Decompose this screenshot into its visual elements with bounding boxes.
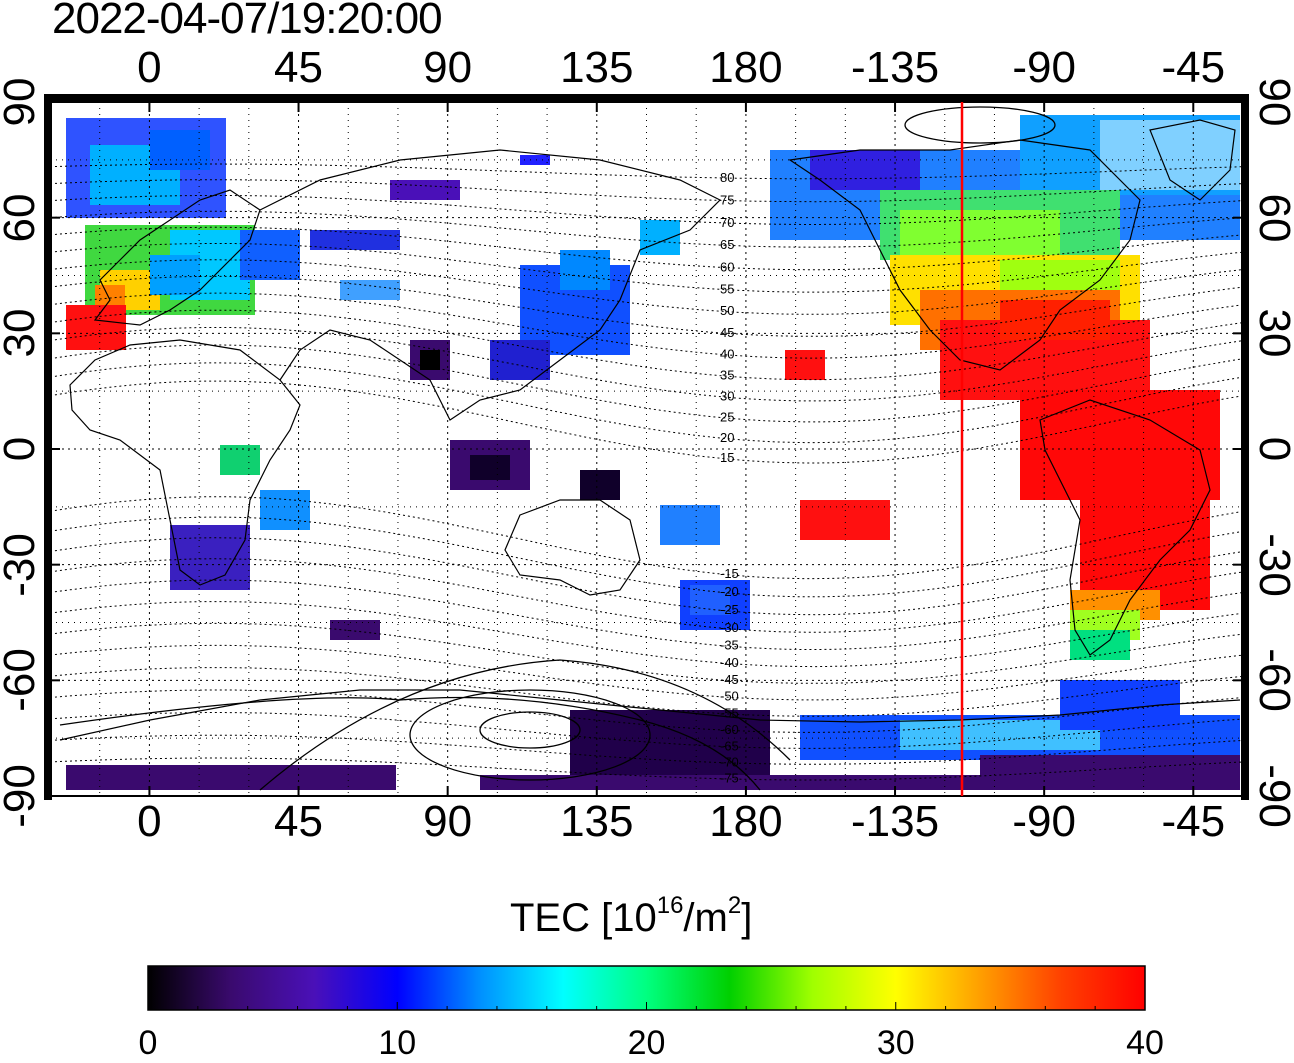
top-lon-tick-label: 180: [709, 43, 783, 92]
magnetic-latitude-label: -45: [720, 672, 739, 687]
magnetic-latitude-label: 50: [720, 303, 734, 318]
magnetic-latitude-label: -15: [720, 566, 739, 581]
right-lat-tick-label: -90: [1250, 764, 1294, 828]
colorbar-tick-label: 10: [378, 1024, 417, 1062]
magnetic-latitude-label: -60: [720, 722, 739, 737]
colorbar-tick-label: 40: [1126, 1024, 1164, 1062]
magnetic-latitude-label: -55: [720, 705, 739, 720]
magnetic-latitude-label: 45: [720, 325, 734, 340]
left-lat-tick-label: -60: [0, 648, 44, 713]
colorbar-tick-label: 20: [627, 1024, 666, 1062]
top-lon-tick-label: -135: [850, 43, 940, 92]
magnetic-latitude-label: 70: [720, 215, 734, 230]
magnetic-latitude-line: [50, 689, 1243, 733]
magnetic-latitude-label: 30: [720, 389, 734, 404]
bottom-lon-tick-label: 0: [137, 797, 162, 846]
magnetic-latitude-label: 75: [720, 192, 734, 207]
magnetic-latitude-label: 60: [720, 259, 734, 274]
left-lat-tick-label: 30: [0, 308, 44, 358]
polar-contours: [59, 106, 1056, 791]
right-border-bar: [1241, 94, 1249, 800]
colorbar-tick-label: 30: [876, 1024, 915, 1062]
left-lat-tick-label: 60: [0, 193, 44, 243]
magnetic-latitude-line: [50, 309, 1243, 381]
timestamp-title: 2022-04-07/19:20:00: [52, 0, 443, 43]
bottom-lon-tick-label: 180: [709, 797, 783, 846]
magnetic-latitude-label: -75: [720, 771, 739, 786]
magnetic-latitude-label: 15: [720, 450, 734, 465]
right-lat-tick-label: 60: [1250, 193, 1294, 243]
frame-ticks: [50, 101, 1243, 797]
left-lat-tick-label: 0: [0, 437, 44, 461]
top-lon-tick-label: 90: [423, 43, 473, 92]
colorbar-title-unit: /m: [683, 896, 728, 940]
magnetic-latitude-label: 55: [720, 281, 734, 296]
right-lat-tick-label: -60: [1250, 648, 1294, 713]
colorbar-title-text: TEC [10: [510, 896, 657, 940]
tec-data-layer: [66, 115, 1240, 790]
magnetic-latitude-line: [50, 226, 1243, 271]
magnetic-latitude-label: 80: [720, 170, 734, 185]
magnetic-latitude-label: -40: [720, 655, 739, 670]
magnetic-latitude-label: -25: [720, 602, 739, 617]
top-lon-tick-label: -45: [1161, 43, 1226, 92]
colorbar-title-exponent: 16: [656, 892, 684, 919]
magnetic-latitude-label: -30: [720, 620, 739, 635]
bottom-lon-tick-label: 90: [423, 797, 473, 846]
left-lat-tick-label: -90: [0, 764, 44, 828]
magnetic-latitude-label: 65: [720, 237, 734, 252]
right-lat-tick-label: 0: [1250, 437, 1294, 461]
left-border-bar: [44, 94, 52, 800]
colorbar-title: TEC [1016/m2]: [510, 892, 753, 941]
magnetic-latitude-line: [50, 579, 1243, 650]
right-lat-tick-label: 90: [1250, 77, 1294, 127]
magnetic-latitude-label: 40: [720, 346, 734, 361]
magnetic-latitude-line: [50, 275, 1243, 337]
magnetic-latitude-label: 20: [720, 430, 734, 445]
bottom-lon-tick-label: -90: [1012, 797, 1076, 846]
magnetic-latitude-labels: 80 75 70 65 60 55 50 45 40 35 30 25 20 15 -15 -20 -25 -30…: [720, 170, 739, 786]
magnetic-latitude-line: [50, 163, 1243, 180]
top-lon-tick-label: 135: [560, 43, 634, 92]
bottom-lon-tick-label: 135: [560, 797, 634, 846]
top-lon-tick-label: 0: [137, 43, 162, 92]
magnetic-latitude-label: 35: [720, 368, 734, 383]
colorbar-title-bracket: ]: [741, 896, 753, 940]
colorbar-ticks: [147, 1002, 1146, 1010]
magnetic-latitude-line: [50, 195, 1243, 225]
bottom-lon-tick-label: -45: [1161, 797, 1226, 846]
magnetic-latitude-label: -20: [720, 584, 739, 599]
top-border-bar: [50, 94, 1243, 102]
top-lon-tick-label: 45: [274, 43, 324, 92]
magnetic-latitude-label: -50: [720, 689, 739, 704]
bottom-lon-tick-label: 45: [274, 797, 324, 846]
top-lon-tick-label: -90: [1012, 43, 1076, 92]
bottom-lon-tick-label: -135: [850, 797, 940, 846]
right-lat-tick-label: -30: [1250, 532, 1294, 597]
magnetic-latitude-label: -35: [720, 638, 739, 653]
colorbar-tick-label: 0: [138, 1024, 158, 1062]
left-lat-tick-label: -30: [0, 532, 44, 597]
magnetic-latitude-label: -70: [720, 755, 739, 770]
magnetic-latitude-line: [50, 712, 1243, 749]
right-lat-tick-label: 30: [1250, 308, 1294, 358]
colorbar-title-unit-exponent: 2: [727, 892, 742, 919]
magnetic-latitude-label: 25: [720, 409, 734, 424]
magnetic-latitude-label: -65: [720, 738, 739, 753]
magnetic-latitude-line: [50, 734, 1243, 765]
left-lat-tick-label: 90: [0, 77, 44, 127]
magnetic-latitude-line: [50, 179, 1243, 203]
